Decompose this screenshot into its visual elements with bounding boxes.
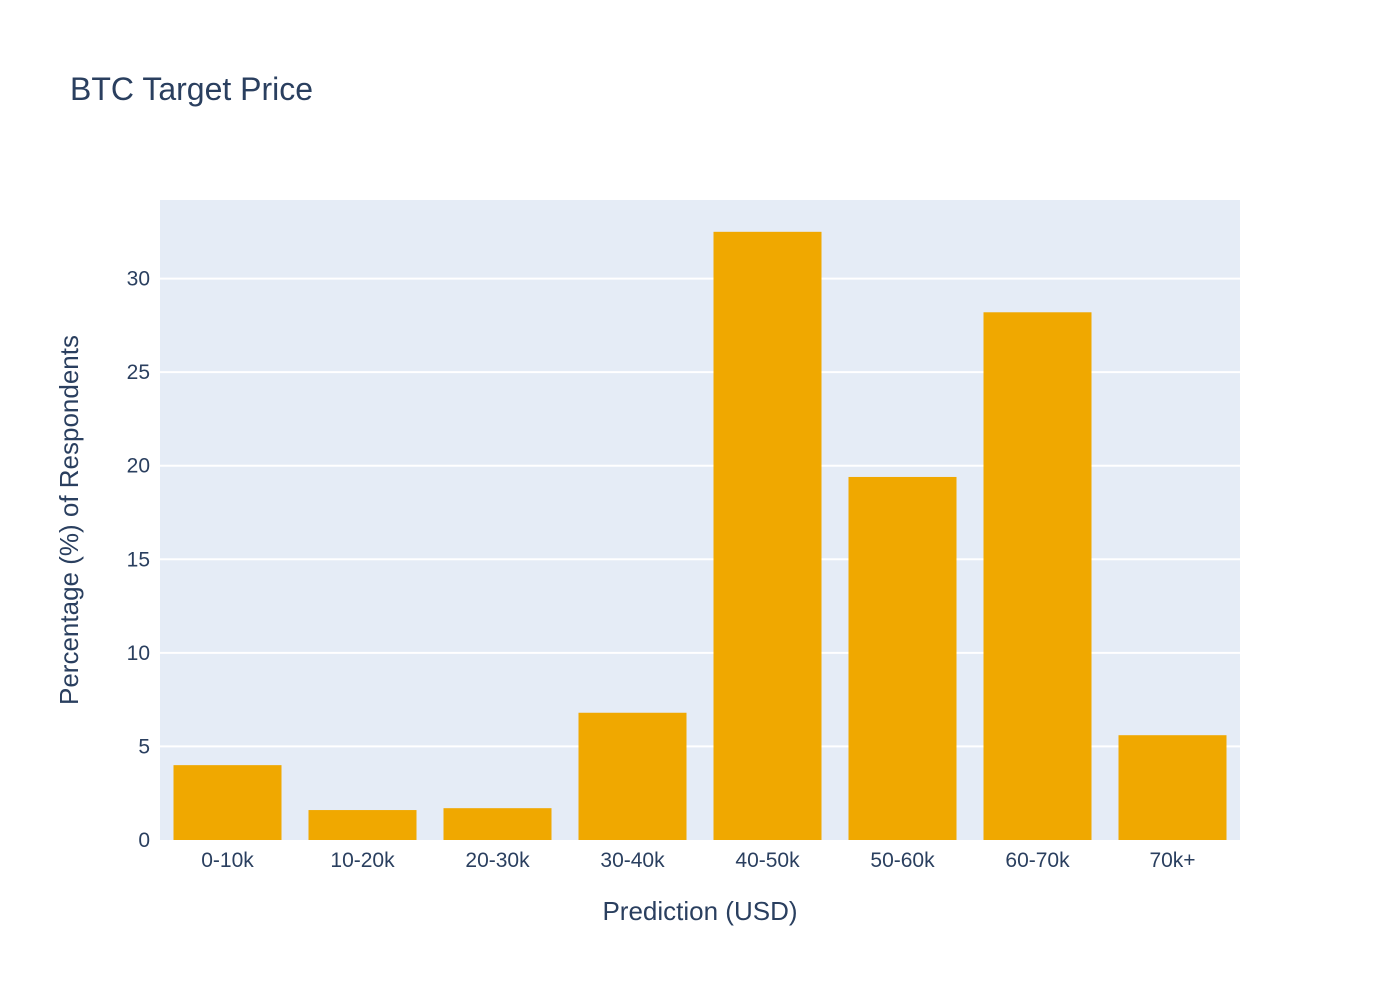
bar-30-40k[interactable] <box>578 712 687 840</box>
bar-60-70k[interactable] <box>983 312 1092 840</box>
bars <box>173 231 1227 840</box>
x-tick-label: 60-70k <box>1005 849 1070 872</box>
y-tick-label: 30 <box>127 268 150 291</box>
x-axis-title: Prediction (USD) <box>602 896 797 926</box>
x-tick-label: 40-50k <box>735 849 800 872</box>
y-tick-label: 20 <box>127 455 150 478</box>
x-tick-label: 30-40k <box>600 849 665 872</box>
gridlines <box>160 277 1240 748</box>
bar-50-60k[interactable] <box>848 476 957 840</box>
y-tick-label: 15 <box>127 548 150 571</box>
bar-0-10k[interactable] <box>173 765 282 840</box>
y-tick-label: 0 <box>138 829 150 852</box>
x-tick-label: 50-60k <box>870 849 935 872</box>
bar-40-50k[interactable] <box>713 231 822 840</box>
bar-20-30k[interactable] <box>443 808 552 840</box>
x-tick-label: 10-20k <box>330 849 395 872</box>
y-tick-label: 5 <box>138 735 150 758</box>
y-tick-label: 25 <box>127 361 150 384</box>
bar-10-20k[interactable] <box>308 810 417 840</box>
bar-70k+[interactable] <box>1118 735 1227 840</box>
x-tick-label: 0-10k <box>201 849 254 872</box>
x-axis-ticks: 0-10k 10-20k 20-30k 30-40k 40-50k 50-60k 60-70… <box>201 849 1195 872</box>
x-tick-label: 70k+ <box>1149 849 1195 872</box>
x-tick-label: 20-30k <box>465 849 530 872</box>
chart-title: BTC Target Price <box>70 71 313 107</box>
y-tick-label: 10 <box>127 642 150 665</box>
y-axis-title: Percentage (%) of Respondents <box>54 335 84 705</box>
y-axis-ticks: 0 5 10 15 20 25 30 <box>127 268 150 852</box>
